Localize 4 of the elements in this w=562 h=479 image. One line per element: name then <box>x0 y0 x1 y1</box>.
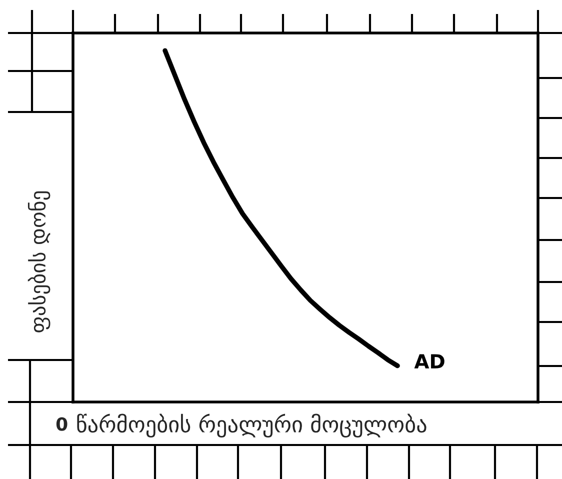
text: 0 <box>56 417 68 431</box>
series-label: AD <box>414 354 444 368</box>
x-axis-title: წარმოების რეალური მოცულობა <box>77 414 426 438</box>
y-axis-title: ფასების დონე <box>28 191 50 332</box>
